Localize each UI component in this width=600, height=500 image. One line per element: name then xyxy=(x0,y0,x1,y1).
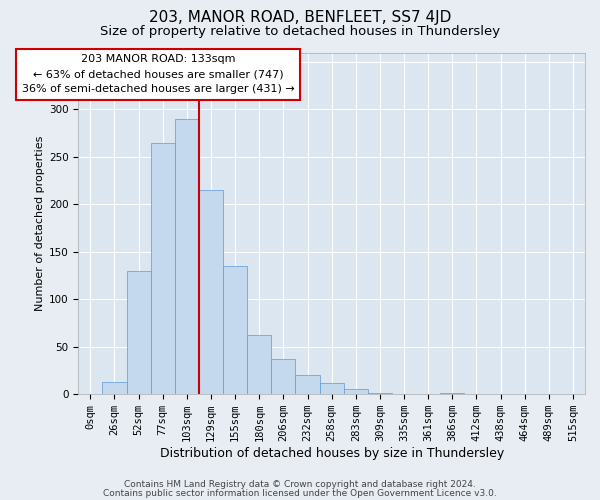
Bar xyxy=(320,383,344,394)
Bar xyxy=(199,190,223,394)
Bar xyxy=(247,336,271,394)
Bar xyxy=(175,119,199,394)
Bar xyxy=(295,375,320,394)
Bar xyxy=(127,271,151,394)
Text: Size of property relative to detached houses in Thundersley: Size of property relative to detached ho… xyxy=(100,25,500,38)
Bar xyxy=(151,142,175,394)
Text: 203, MANOR ROAD, BENFLEET, SS7 4JD: 203, MANOR ROAD, BENFLEET, SS7 4JD xyxy=(149,10,451,25)
Bar xyxy=(103,382,127,394)
Text: 203 MANOR ROAD: 133sqm
← 63% of detached houses are smaller (747)
36% of semi-de: 203 MANOR ROAD: 133sqm ← 63% of detached… xyxy=(22,54,295,94)
Bar xyxy=(344,390,368,394)
Text: Contains public sector information licensed under the Open Government Licence v3: Contains public sector information licen… xyxy=(103,488,497,498)
Y-axis label: Number of detached properties: Number of detached properties xyxy=(35,136,44,311)
Bar xyxy=(271,359,295,394)
Text: Contains HM Land Registry data © Crown copyright and database right 2024.: Contains HM Land Registry data © Crown c… xyxy=(124,480,476,489)
Bar xyxy=(223,266,247,394)
X-axis label: Distribution of detached houses by size in Thundersley: Distribution of detached houses by size … xyxy=(160,447,504,460)
